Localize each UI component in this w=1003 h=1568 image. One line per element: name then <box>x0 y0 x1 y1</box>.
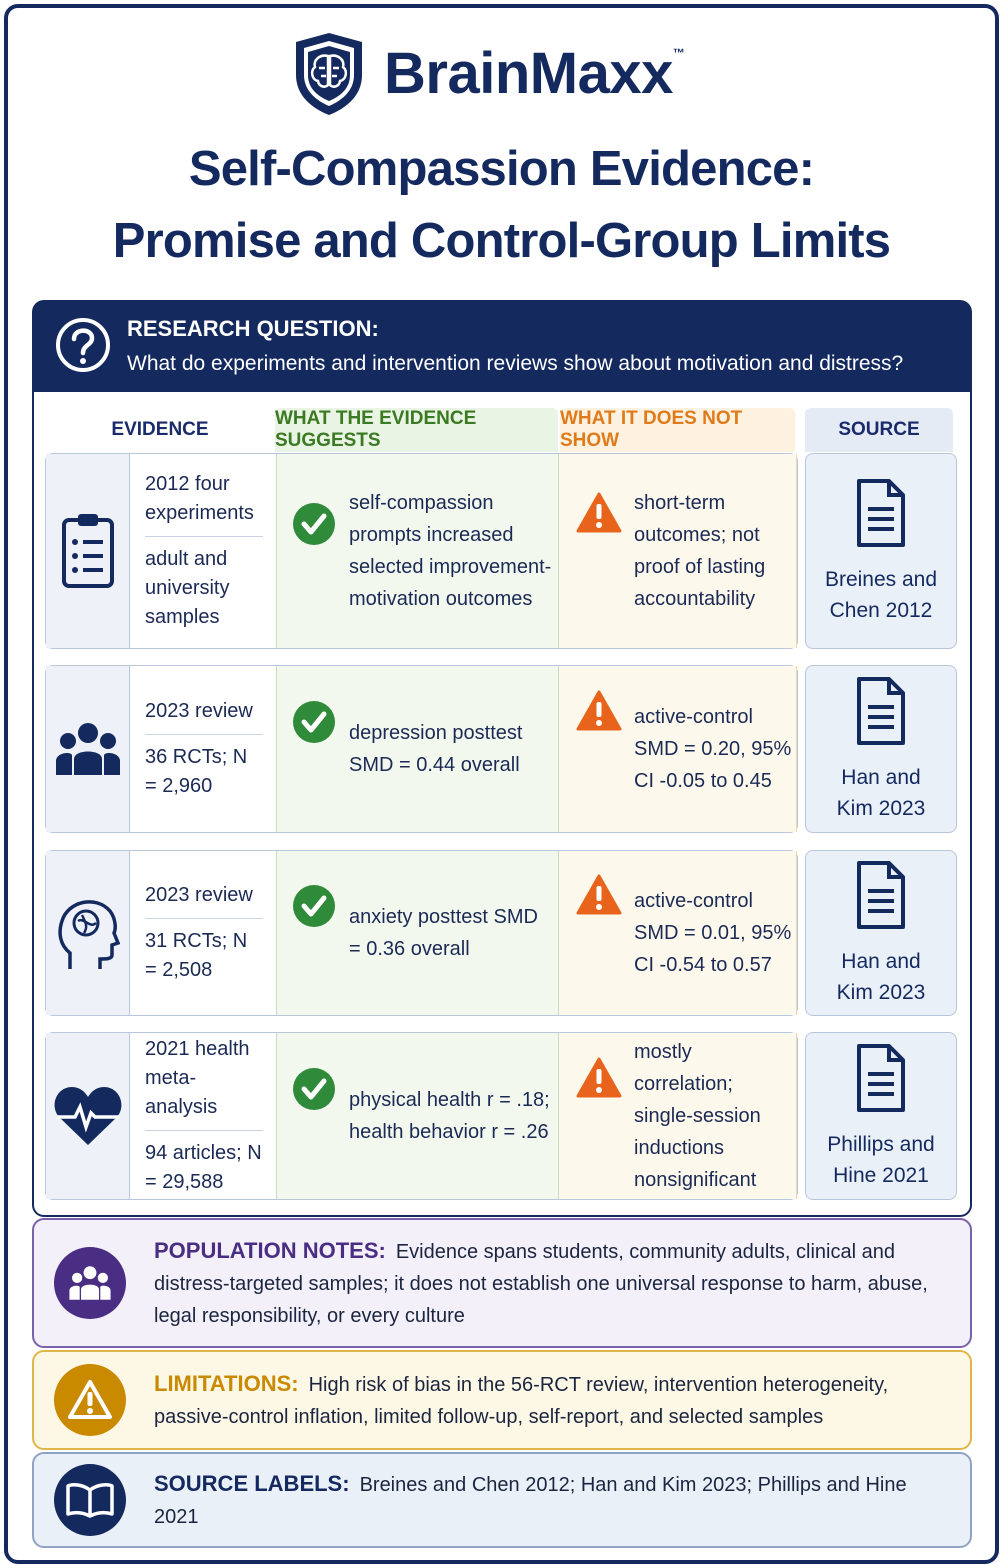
row-icon <box>46 666 130 832</box>
source-text: Breines and Chen 2012 <box>824 567 938 622</box>
row-frame <box>45 1032 798 1200</box>
note-text: POPULATION NOTES: Evidence spans students… <box>154 1220 944 1346</box>
brand-name: BrainMaxx <box>384 41 673 106</box>
source-text: Han and Kim 2023 <box>836 949 926 1004</box>
source-cell: Han and Kim 2023 <box>805 850 957 1016</box>
not-show-cell: short-term outcomes; not proof of lastin… <box>559 454 797 648</box>
not-show-text: active-control SMD = 0.20, 95% CI -0.05 … <box>634 706 792 792</box>
row-frame <box>45 665 798 833</box>
source-text: Han and Kim 2023 <box>836 765 926 820</box>
not-show-cell: active-control SMD = 0.20, 95% CI -0.05 … <box>559 666 797 832</box>
note-icon <box>54 1247 126 1319</box>
note-box: SOURCE LABELS: Breines and Chen 2012; Han… <box>32 1452 972 1548</box>
note-label: SOURCE LABELS: <box>154 1470 350 1496</box>
brand: BrainMaxx™ <box>384 40 685 107</box>
evidence-sample: 31 RCTs; N = 2,508 <box>145 930 248 981</box>
evidence-summary: 2023 review <box>145 697 263 735</box>
note-icon <box>54 1364 126 1436</box>
note-icon <box>54 1464 126 1536</box>
row-icon <box>46 454 130 648</box>
evidence-sample: 36 RCTs; N = 2,960 <box>145 746 248 797</box>
check-icon <box>292 1067 336 1116</box>
document-icon <box>855 859 907 936</box>
suggests-cell: physical health r = .18; health behavior… <box>276 1033 559 1199</box>
row-frame <box>45 453 798 649</box>
evidence-cell: 2021 health meta-analysis 94 articles; N … <box>131 1033 275 1199</box>
not-show-cell: mostly correlation; single-session induc… <box>559 1033 797 1199</box>
column-header: WHAT THE EVIDENCE SUGGESTS <box>275 408 558 452</box>
suggests-cell: depression posttest SMD = 0.44 overall <box>276 666 559 832</box>
check-icon <box>292 700 336 749</box>
note-content: High risk of bias in the 56-RCT review, … <box>154 1373 889 1428</box>
column-header: WHAT IT DOES NOT SHOW <box>560 408 795 452</box>
suggests-text: depression posttest SMD = 0.44 overall <box>349 722 523 776</box>
note-content: Evidence spans students, community adult… <box>154 1240 928 1327</box>
suggests-text: self-compassion prompts increased select… <box>349 492 552 610</box>
research-banner: RESEARCH QUESTION: What do experiments a… <box>32 300 972 392</box>
suggests-cell: anxiety posttest SMD = 0.36 overall <box>276 851 559 1015</box>
warning-icon <box>576 690 622 737</box>
note-body: POPULATION NOTES: Evidence spans students… <box>154 1235 944 1332</box>
warning-icon <box>576 1057 622 1104</box>
note-label: LIMITATIONS: <box>154 1370 299 1396</box>
title: Self-Compassion Evidence: Promise and Co… <box>0 133 1003 277</box>
note-text: LIMITATIONS: High risk of bias in the 56-… <box>154 1352 944 1448</box>
trademark: ™ <box>672 46 685 60</box>
suggests-text: anxiety posttest SMD = 0.36 overall <box>349 906 538 960</box>
evidence-summary: 2021 health meta-analysis <box>145 1035 263 1131</box>
not-show-text: active-control SMD = 0.01, 95% CI -0.54 … <box>634 890 792 976</box>
document-icon <box>855 477 907 554</box>
suggests-cell: self-compassion prompts increased select… <box>276 454 559 648</box>
not-show-cell: active-control SMD = 0.01, 95% CI -0.54 … <box>559 851 797 1015</box>
research-label: RESEARCH QUESTION: <box>127 316 379 341</box>
document-icon <box>855 1042 907 1119</box>
not-show-text: mostly correlation; single-session induc… <box>634 1041 761 1191</box>
suggests-text: physical health r = .18; health behavior… <box>349 1089 550 1143</box>
warning-icon <box>576 874 622 921</box>
check-icon <box>292 884 336 933</box>
note-body: SOURCE LABELS: Breines and Chen 2012; Han… <box>154 1468 944 1533</box>
title-line: Promise and Control-Group Limits <box>112 214 891 268</box>
title-line: Self-Compassion Evidence: <box>188 142 815 196</box>
note-content: Breines and Chen 2012; Han and Kim 2023;… <box>154 1473 907 1528</box>
table <box>32 392 972 1217</box>
evidence-cell: 2023 review 31 RCTs; N = 2,508 <box>131 851 275 1015</box>
note-box: POPULATION NOTES: Evidence spans students… <box>32 1218 972 1348</box>
evidence-summary: 2023 review <box>145 881 263 919</box>
note-box: LIMITATIONS: High risk of bias in the 56-… <box>32 1350 972 1450</box>
row-frame <box>45 850 798 1016</box>
evidence-cell: 2012 four experiments adult and universit… <box>131 454 275 648</box>
evidence-cell: 2023 review 36 RCTs; N = 2,960 <box>131 666 275 832</box>
evidence-summary: 2012 four experiments <box>145 470 263 537</box>
document-icon <box>855 675 907 752</box>
note-body: LIMITATIONS: High risk of bias in the 56-… <box>154 1368 944 1433</box>
logo <box>296 33 362 115</box>
row-icon <box>46 1033 130 1199</box>
row-icon <box>46 851 130 1015</box>
frame <box>4 4 999 1564</box>
column-header: SOURCE <box>805 408 953 452</box>
not-show-text: short-term outcomes; not proof of lastin… <box>634 492 766 610</box>
note-label: POPULATION NOTES: <box>154 1237 386 1263</box>
question-icon <box>56 318 110 372</box>
research-text: What do experiments and intervention rev… <box>127 352 904 375</box>
column-header: EVIDENCE <box>45 408 275 452</box>
source-cell: Han and Kim 2023 <box>805 665 957 833</box>
source-cell: Phillips and Hine 2021 <box>805 1032 957 1200</box>
note-text: SOURCE LABELS: Breines and Chen 2012; Han… <box>154 1454 944 1546</box>
source-text: Phillips and Hine 2021 <box>827 1132 935 1187</box>
evidence-sample: 94 articles; N = 29,588 <box>145 1142 262 1193</box>
warning-icon <box>576 492 622 539</box>
check-icon <box>292 502 336 551</box>
source-cell: Breines and Chen 2012 <box>805 453 957 649</box>
evidence-sample: adult and university samples <box>145 548 230 628</box>
